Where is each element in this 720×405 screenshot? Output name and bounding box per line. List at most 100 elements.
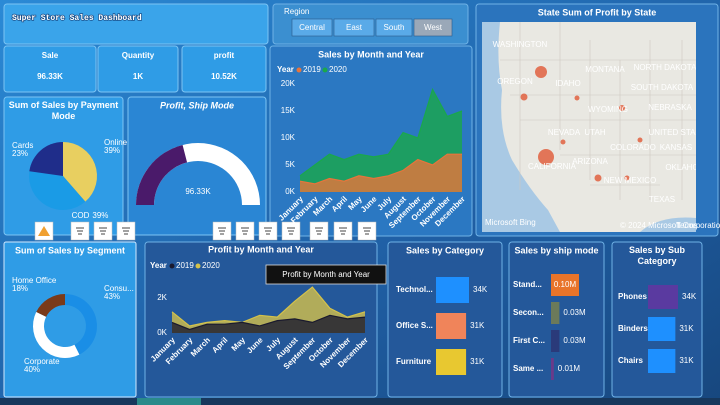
slice-label: COD 39%	[72, 211, 109, 220]
legend-label: 2020	[329, 65, 347, 74]
status-strip	[0, 398, 720, 405]
legend-label: 2020	[202, 261, 220, 270]
legend-title: Year	[150, 261, 167, 270]
bar	[551, 358, 554, 380]
legend-marker	[169, 263, 175, 269]
map-terms[interactable]: Terms	[676, 221, 698, 230]
map-ocean	[482, 22, 560, 232]
slice-percent: 18%	[12, 284, 28, 293]
y-tick-label: 15K	[281, 106, 296, 115]
map-label: UNITED STA	[649, 128, 697, 137]
map-label: ARIZONA	[572, 157, 608, 166]
bar	[551, 274, 579, 296]
toolbar-icon	[76, 227, 84, 235]
y-category-label: First C...	[513, 336, 545, 345]
y-category-label: Same ...	[513, 364, 543, 373]
slicer-title: Region	[284, 7, 309, 16]
y-category-label: Stand...	[513, 280, 542, 289]
value-label: 0.01M	[558, 364, 581, 373]
toolbar-icon	[264, 227, 272, 235]
pie-slice	[63, 142, 98, 202]
y-category-label: Chairs	[618, 356, 643, 365]
y-category-label: Binders	[618, 324, 648, 333]
y-category-label: Furniture	[396, 357, 432, 366]
slicer-option[interactable]: Central	[299, 23, 325, 32]
map-bubble	[574, 95, 580, 101]
kpi-label: Quantity	[122, 51, 155, 60]
chart-title-box: Sales by Sub Category	[628, 245, 686, 266]
bar	[436, 349, 467, 375]
y-category-label: Office S...	[396, 321, 433, 330]
gauge-value: 96.33K	[185, 187, 211, 196]
y-tick-label: 0K	[285, 187, 295, 196]
y-tick-label: 10K	[281, 133, 296, 142]
toolbar-icon	[241, 227, 249, 235]
status-tab	[137, 398, 201, 405]
toolbar-icon	[99, 227, 107, 235]
tooltip	[265, 264, 387, 285]
kpi-value: 10.52K	[211, 72, 237, 81]
slicer-button[interactable]	[333, 18, 375, 37]
panel	[3, 3, 269, 45]
map-label: NEW MEXICO	[604, 176, 656, 185]
slice-category: Home Office	[12, 276, 57, 285]
map-title: State Sum of Profit by State	[538, 7, 657, 17]
y-tick-label: 0K	[157, 328, 167, 337]
y-category-label: Phones	[618, 292, 647, 301]
kpi-label: profit	[214, 51, 235, 60]
toolbar-icon	[339, 227, 347, 235]
legend-marker	[322, 67, 328, 73]
bar	[648, 349, 676, 373]
bar	[648, 317, 676, 341]
chart-title: Sales by Month and Year	[318, 49, 424, 59]
map-label: COLORADO	[610, 143, 656, 152]
area-line	[171, 286, 366, 327]
slicer-button[interactable]	[375, 18, 413, 37]
tooltip-text: Profit by Month and Year	[282, 270, 370, 279]
value-label: 31K	[470, 321, 485, 330]
toolbar-icon	[122, 227, 130, 235]
area-fill	[172, 315, 365, 333]
chart-title: Sales by Sub Category	[628, 245, 686, 266]
map-attribution: © 2024 Microsoft Corporation	[620, 221, 720, 230]
pie-slice	[29, 142, 63, 176]
area-line	[299, 87, 463, 177]
gauge-fill	[136, 144, 188, 205]
slice-category: COD	[72, 211, 90, 220]
area-fill	[300, 154, 462, 192]
legend-marker	[195, 263, 201, 269]
donut-slice	[32, 312, 80, 358]
slicer-button[interactable]	[413, 18, 453, 37]
slice-percent: 23%	[12, 149, 28, 158]
map-label: SOUTH DAKOTA	[631, 83, 694, 92]
y-tick-label: 5K	[285, 160, 295, 169]
slice-percent: 40%	[24, 365, 40, 374]
slice-category: Cards	[12, 141, 33, 150]
map-bubble	[520, 93, 528, 101]
slicer-button[interactable]	[291, 18, 333, 37]
bar	[551, 330, 560, 352]
toolbar-icon	[315, 227, 323, 235]
pie-slice	[28, 171, 86, 211]
map-bubble	[637, 137, 643, 143]
map-label: NEVADA	[548, 128, 581, 137]
y-tick-label: 2K	[157, 293, 167, 302]
chart-title: Sales by ship mode	[514, 245, 598, 255]
y-category-label: Technol...	[396, 285, 433, 294]
map-label: CALIFORNIA	[528, 162, 577, 171]
value-label: 34K	[473, 285, 488, 294]
chart-title: Sales by Category	[406, 245, 484, 255]
slice-percent: 39%	[104, 146, 120, 155]
map	[482, 22, 696, 232]
slicer-option[interactable]: East	[346, 23, 363, 32]
map-bubble	[624, 175, 630, 181]
map-label: OKLAHOMA	[665, 163, 711, 172]
slicer-option[interactable]: West	[424, 23, 443, 32]
map-label: NEBRASKA	[648, 103, 692, 112]
map-label: NORTH DAKOTA	[634, 63, 697, 72]
bar	[436, 277, 469, 303]
slicer-option[interactable]: South	[384, 23, 405, 32]
value-label: 0.03M	[563, 336, 586, 345]
